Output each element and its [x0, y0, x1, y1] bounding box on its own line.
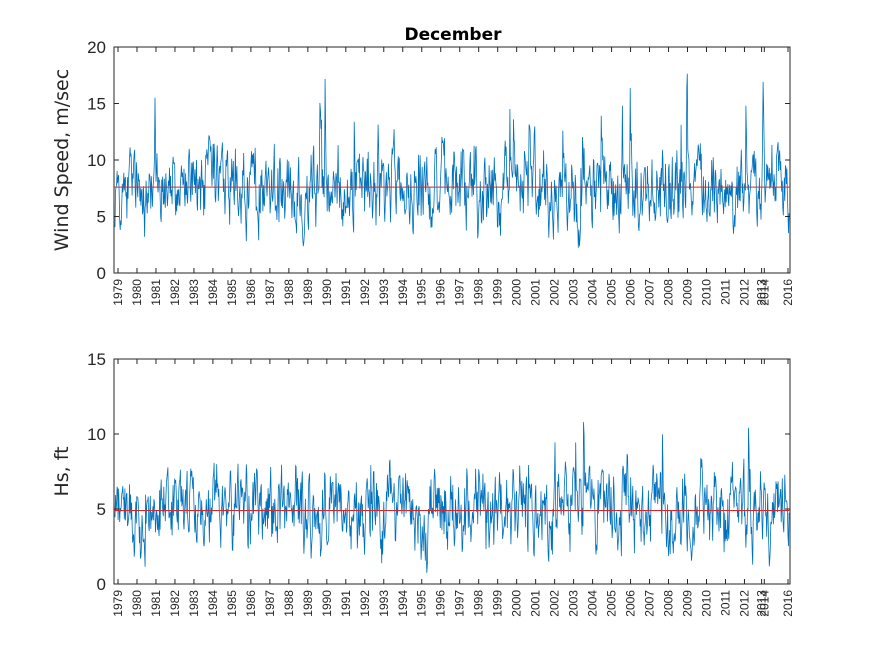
x-tick-label: 2008 [662, 590, 676, 617]
wave-height-panel: 0 5 10 15 1979 1980 1981 1982 1983 1984 1985 1986 19… [51, 350, 795, 617]
x-tick-label: 1994 [396, 279, 410, 306]
x-tick-label: 1994 [396, 590, 410, 617]
x-tick-label: 1979 [111, 279, 125, 306]
x-tick-label: 1992 [358, 279, 372, 306]
x-tick-label: 2010 [699, 590, 713, 617]
x-tick-label: 2011 [718, 279, 732, 305]
x-tick-label: 1979 [111, 590, 125, 617]
x-tick-label: 1995 [415, 279, 429, 306]
x-tick-label: 2012 [737, 279, 751, 306]
x-tick-label: 1988 [282, 279, 296, 306]
x-tick-label: 2004 [586, 279, 600, 306]
wind-speed-panel: 0 5 10 15 20 1979 1980 1981 1982 1983 1984 1985 1986… [51, 38, 795, 306]
y-tick-label: 15 [87, 95, 106, 114]
chart-title: December [404, 25, 502, 45]
x-tick-label: 2010 [699, 279, 713, 306]
x-tick-label: 1998 [472, 279, 486, 306]
x-tick-label: 1990 [320, 279, 334, 306]
x-tick-label: 1987 [263, 279, 277, 306]
x-tick-label: 2002 [548, 279, 562, 306]
x-tick-label: 2009 [681, 279, 695, 306]
x-tick-label: 1992 [358, 590, 372, 617]
y-tick-label: 5 [97, 500, 106, 519]
x-tick-label: 2006 [624, 590, 638, 617]
x-tick-label: 2013 [755, 279, 769, 306]
x-tick-label: 1987 [263, 590, 277, 617]
x-tick-label: 1981 [149, 279, 163, 306]
y-tick-label: 0 [97, 575, 106, 594]
x-tick-label: 1991 [339, 279, 353, 306]
x-tick-label: 2012 [737, 590, 751, 617]
x-tick-label: 1985 [225, 279, 239, 306]
x-tick-label: 2011 [718, 590, 732, 616]
x-tick-label: 2009 [681, 590, 695, 617]
x-tick-label: 2002 [548, 590, 562, 617]
x-tick-label: 2013 [755, 590, 769, 617]
x-tick-label: 1995 [415, 590, 429, 617]
y-tick-label: 10 [87, 151, 106, 170]
x-tick-label: 2000 [510, 590, 524, 617]
plot-area [113, 358, 791, 585]
x-tick-label: 2014 [757, 590, 771, 617]
y-tick-label: 20 [87, 38, 106, 57]
x-tick-label: 1980 [130, 590, 144, 617]
x-tick-label: 1993 [377, 590, 391, 617]
x-tick-label: 1999 [491, 590, 505, 617]
x-tick-label: 2001 [529, 279, 543, 306]
x-tick-label: 2000 [510, 279, 524, 306]
x-tick-label: 1989 [301, 279, 315, 306]
x-tick-label: 2016 [781, 590, 795, 617]
x-tick-label: 1993 [377, 279, 391, 306]
x-tick-label: 1997 [453, 279, 467, 306]
x-tick-label: 2007 [643, 279, 657, 306]
y-tick-label: 0 [97, 264, 106, 283]
x-tick-label: 2003 [567, 279, 581, 306]
x-tick-label: 1998 [472, 590, 486, 617]
x-tick-label: 1984 [206, 590, 220, 617]
x-tick-label: 1996 [434, 279, 448, 306]
x-tick-label: 1991 [339, 590, 353, 617]
x-tick-label: 2014 [757, 279, 771, 306]
x-tick-label: 2005 [605, 279, 619, 306]
x-tick-label: 1985 [225, 590, 239, 617]
y-tick-label: 5 [97, 208, 106, 227]
x-tick-label: 1981 [149, 590, 163, 617]
x-tick-label: 2003 [567, 590, 581, 617]
x-tick-label: 2008 [662, 279, 676, 306]
x-tick-label: 1986 [244, 590, 258, 617]
data-series-line [114, 73, 790, 248]
x-tick-label: 1982 [168, 279, 182, 306]
x-tick-label: 1996 [434, 590, 448, 617]
x-tick-label: 2016 [781, 279, 795, 306]
x-tick-label: 1999 [491, 279, 505, 306]
x-tick-label: 1988 [282, 590, 296, 617]
x-tick-label: 2001 [529, 590, 543, 617]
x-tick-label: 1990 [320, 590, 334, 617]
x-tick-label: 1983 [187, 590, 201, 617]
x-tick-label: 2006 [624, 279, 638, 306]
x-tick-label: 1980 [130, 279, 144, 306]
y-axis-label: Hs, ft [51, 446, 73, 496]
x-tick-label: 2004 [586, 590, 600, 617]
x-tick-label: 2005 [605, 590, 619, 617]
x-tick-label: 1982 [168, 590, 182, 617]
y-tick-label: 15 [87, 350, 106, 369]
x-tick-label: 1983 [187, 279, 201, 306]
x-tick-label: 1997 [453, 590, 467, 617]
x-tick-label: 1989 [301, 590, 315, 617]
x-tick-label: 2007 [643, 590, 657, 617]
y-tick-label: 10 [87, 425, 106, 444]
x-tick-label: 1984 [206, 279, 220, 306]
y-axis-label: Wind Speed, m/sec [51, 69, 73, 251]
data-series-line [114, 422, 790, 573]
x-tick-label: 1986 [244, 279, 258, 306]
